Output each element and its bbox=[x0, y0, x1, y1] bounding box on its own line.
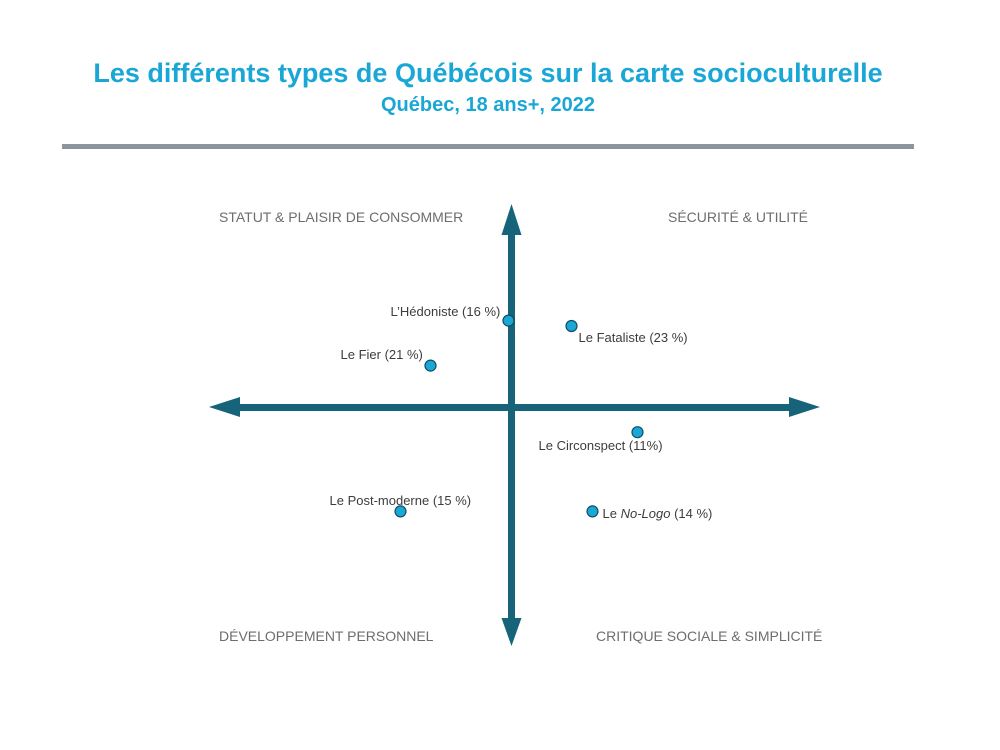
data-point-label: Le Circonspect (11%) bbox=[538, 437, 663, 453]
data-point-label: Le No-Logo (14 %) bbox=[602, 505, 713, 521]
chart-subtitle: Québec, 18 ans+, 2022 bbox=[380, 94, 596, 116]
data-point bbox=[502, 314, 515, 327]
axes bbox=[209, 204, 820, 646]
quadrant-label-bottom-left: DÉVELOPPEMENT PERSONNEL bbox=[219, 628, 434, 644]
data-point-label: Le Post-moderne (15 %) bbox=[329, 492, 472, 508]
vertical-axis bbox=[508, 232, 515, 624]
title-divider bbox=[62, 144, 914, 149]
quadrant-label-bottom-right: CRITIQUE SOCIALE & SIMPLICITÉ bbox=[596, 628, 823, 644]
data-point bbox=[631, 426, 644, 439]
quadrant-label-top-right: SÉCURITÉ & UTILITÉ bbox=[668, 209, 809, 225]
axis-arrow-up bbox=[501, 204, 522, 235]
axis-arrow-right bbox=[789, 397, 820, 417]
chart-title: Les différents types de Québécois sur la… bbox=[93, 58, 883, 88]
data-point-label: Le Fataliste (23 %) bbox=[578, 329, 688, 345]
axis-arrow-down bbox=[501, 618, 522, 646]
data-point-label: Le Fier (21 %) bbox=[340, 347, 423, 363]
data-point bbox=[565, 319, 578, 333]
data-point bbox=[394, 505, 407, 518]
data-point-label: L’Hédoniste (16 %) bbox=[390, 304, 501, 320]
quadrant-label-top-left: STATUT & PLAISIR DE CONSOMMER bbox=[219, 209, 464, 225]
data-point bbox=[424, 359, 437, 372]
data-points bbox=[394, 314, 644, 518]
data-point bbox=[586, 505, 599, 518]
axis-arrow-left bbox=[209, 397, 240, 417]
